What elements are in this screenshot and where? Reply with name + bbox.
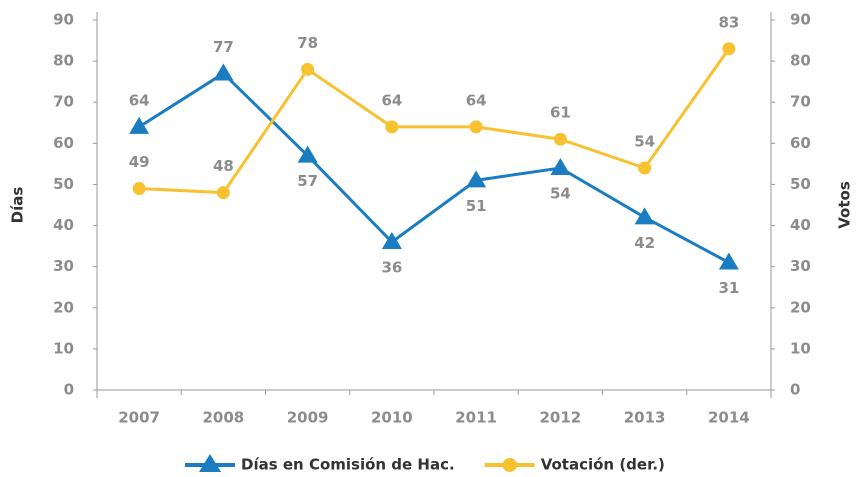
x-tick-label: 2014 <box>708 409 750 427</box>
legend-marker <box>199 454 221 472</box>
data-label: 36 <box>381 259 402 277</box>
y2-tick-label: 40 <box>790 216 811 234</box>
y2-tick-label: 90 <box>790 11 811 29</box>
y2-axis-label: Votos <box>836 181 854 229</box>
series-line <box>138 71 730 264</box>
y2-tick-label: 80 <box>790 52 811 70</box>
marker <box>718 252 739 270</box>
legend-label: Votación (der.) <box>541 456 665 474</box>
y-tick-label: 70 <box>53 93 74 111</box>
marker <box>301 62 315 76</box>
y2-tick-label: 20 <box>790 298 811 316</box>
marker <box>213 63 234 81</box>
x-tick-label: 2010 <box>371 409 413 427</box>
y2-tick-label: 70 <box>790 93 811 111</box>
series-line <box>139 47 731 195</box>
y-axis-label: Días <box>9 187 27 224</box>
data-label: 57 <box>297 172 318 190</box>
x-tick-label: 2008 <box>203 409 245 427</box>
y2-tick-label: 30 <box>790 257 811 275</box>
data-label: 54 <box>634 133 655 151</box>
y-tick-label: 60 <box>53 134 74 152</box>
y-tick-label: 30 <box>53 257 74 275</box>
data-label: 48 <box>213 157 234 175</box>
data-label: 61 <box>550 104 571 122</box>
x-tick-label: 2009 <box>287 409 329 427</box>
x-tick-label: 2012 <box>540 409 582 427</box>
x-tick-label: 2013 <box>624 409 666 427</box>
marker <box>466 170 487 188</box>
data-label: 64 <box>466 91 487 109</box>
data-label: 64 <box>129 91 150 109</box>
marker <box>216 186 230 200</box>
y-tick-label: 0 <box>64 381 74 399</box>
data-label: 64 <box>381 91 402 109</box>
marker <box>297 145 318 163</box>
data-label: 83 <box>718 13 739 31</box>
y2-tick-label: 50 <box>790 175 811 193</box>
legend-marker <box>502 458 517 472</box>
y2-tick-label: 0 <box>790 381 800 399</box>
y-tick-label: 20 <box>53 298 74 316</box>
data-label: 77 <box>213 38 234 56</box>
marker <box>634 207 655 225</box>
data-label: 49 <box>129 153 150 171</box>
marker <box>722 42 736 56</box>
legend-label: Días en Comisión de Hac. <box>241 456 455 474</box>
data-label: 54 <box>550 185 571 203</box>
y-tick-label: 50 <box>53 175 74 193</box>
y2-tick-label: 10 <box>790 339 811 357</box>
marker <box>385 120 399 134</box>
x-tick-label: 2007 <box>118 409 160 427</box>
marker <box>638 161 652 175</box>
data-label: 51 <box>466 197 487 215</box>
marker <box>553 132 567 146</box>
y-tick-label: 90 <box>53 11 74 29</box>
y-tick-label: 10 <box>53 339 74 357</box>
marker <box>469 120 483 134</box>
y2-tick-label: 60 <box>790 134 811 152</box>
y-tick-label: 80 <box>53 52 74 70</box>
marker <box>132 182 146 196</box>
data-label: 31 <box>718 279 739 297</box>
marker <box>550 158 571 175</box>
marker <box>381 232 402 249</box>
data-label: 42 <box>634 234 655 252</box>
marker <box>129 116 150 134</box>
y-tick-label: 40 <box>53 216 74 234</box>
data-label: 78 <box>297 34 318 52</box>
x-tick-label: 2011 <box>455 409 497 427</box>
